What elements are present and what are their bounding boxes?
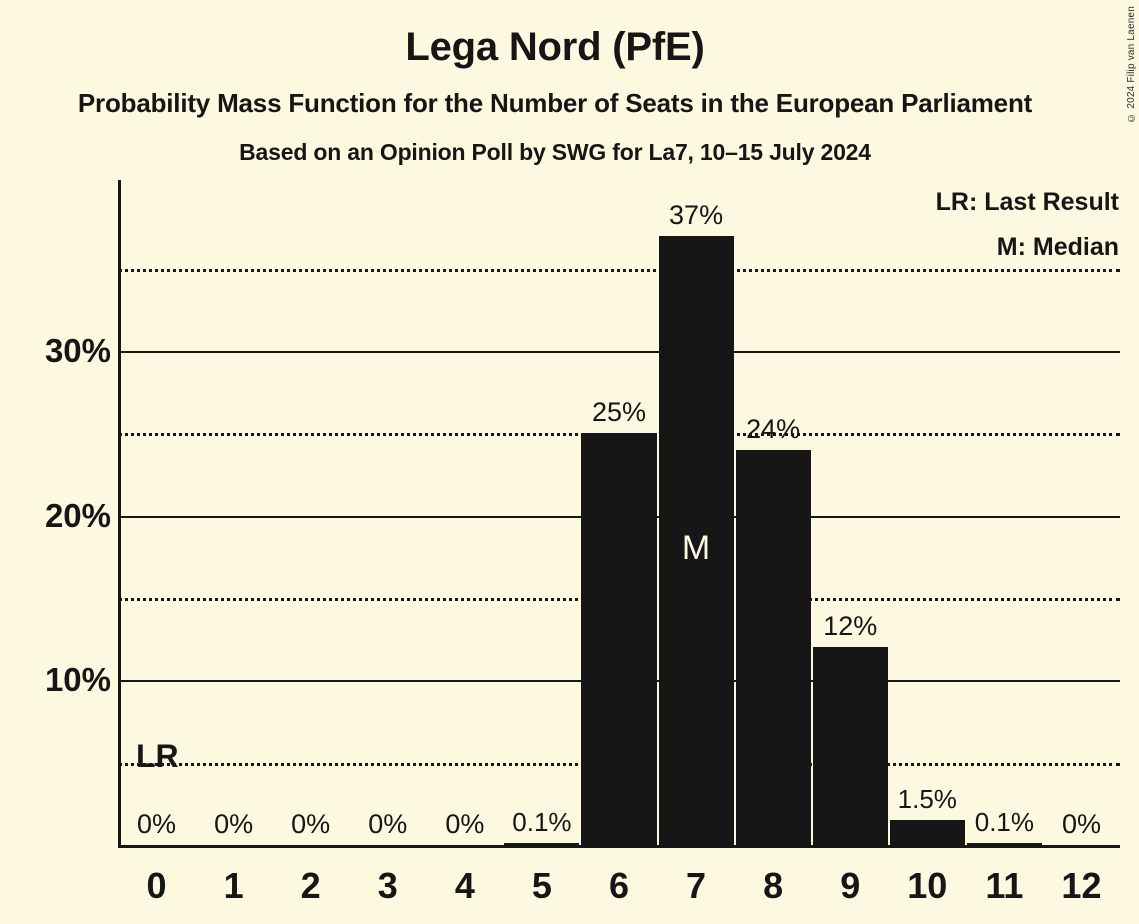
x-tick-label: 9 — [840, 865, 861, 906]
bar-value-label: 0% — [368, 809, 408, 839]
x-tick-label: 5 — [531, 865, 552, 906]
x-tick-label: 11 — [985, 865, 1024, 906]
x-tick-label: 10 — [907, 865, 948, 906]
bar-value-label: 37% — [669, 199, 724, 230]
bar-value-label: 0% — [291, 809, 331, 839]
bar — [889, 820, 965, 845]
plot-area: LR M — [118, 180, 1120, 848]
bar-value-label: 0% — [214, 809, 254, 839]
chart-title: Lega Nord (PfE) — [405, 25, 705, 69]
x-tick-label: 8 — [763, 865, 784, 906]
chart-subtitle: Probability Mass Function for the Number… — [77, 88, 1033, 118]
x-tick-label: 6 — [608, 865, 629, 906]
y-tick-label: 10% — [44, 661, 111, 699]
bar-value-label: 12% — [823, 611, 878, 642]
bar-value-label: 0.1% — [512, 807, 572, 838]
bar — [735, 449, 811, 845]
bar-value-label: 0% — [1061, 809, 1101, 839]
y-tick-label: 30% — [44, 331, 111, 369]
x-tick-label: 2 — [300, 865, 321, 906]
copyright-notice: © 2024 Filip van Laenen — [1126, 6, 1137, 123]
bar — [504, 843, 580, 845]
bar — [812, 647, 888, 845]
gridline-solid-30 — [118, 350, 1120, 353]
x-tick-label: 1 — [223, 865, 244, 906]
chart-source-note: Based on an Opinion Poll by SWG for La7,… — [239, 139, 871, 165]
bar — [581, 433, 657, 845]
bar-value-label: 0% — [137, 809, 177, 839]
x-tick-label: 12 — [1061, 865, 1102, 906]
bar-value-label: 1.5% — [897, 784, 957, 815]
bar-value-label: 0.1% — [974, 807, 1034, 838]
legend-median: M: Median — [996, 233, 1119, 261]
median-marker: M — [681, 528, 711, 567]
x-tick-label: 3 — [377, 865, 398, 906]
y-tick-label: 20% — [44, 496, 111, 534]
x-tick-label: 4 — [454, 865, 475, 906]
gridline-dotted-35 — [118, 268, 1120, 272]
y-axis-line — [118, 180, 121, 848]
bar-value-label: 0% — [445, 809, 485, 839]
bar — [658, 235, 734, 845]
bar — [966, 843, 1042, 845]
x-tick-label: 7 — [686, 865, 707, 906]
x-tick-label: 0 — [146, 865, 167, 906]
bar-value-label: 25% — [591, 397, 646, 428]
x-axis-line — [118, 845, 1120, 848]
last-result-marker: LR — [136, 737, 179, 774]
bar-value-label: 24% — [746, 413, 801, 444]
legend-last-result: LR: Last Result — [935, 188, 1119, 216]
